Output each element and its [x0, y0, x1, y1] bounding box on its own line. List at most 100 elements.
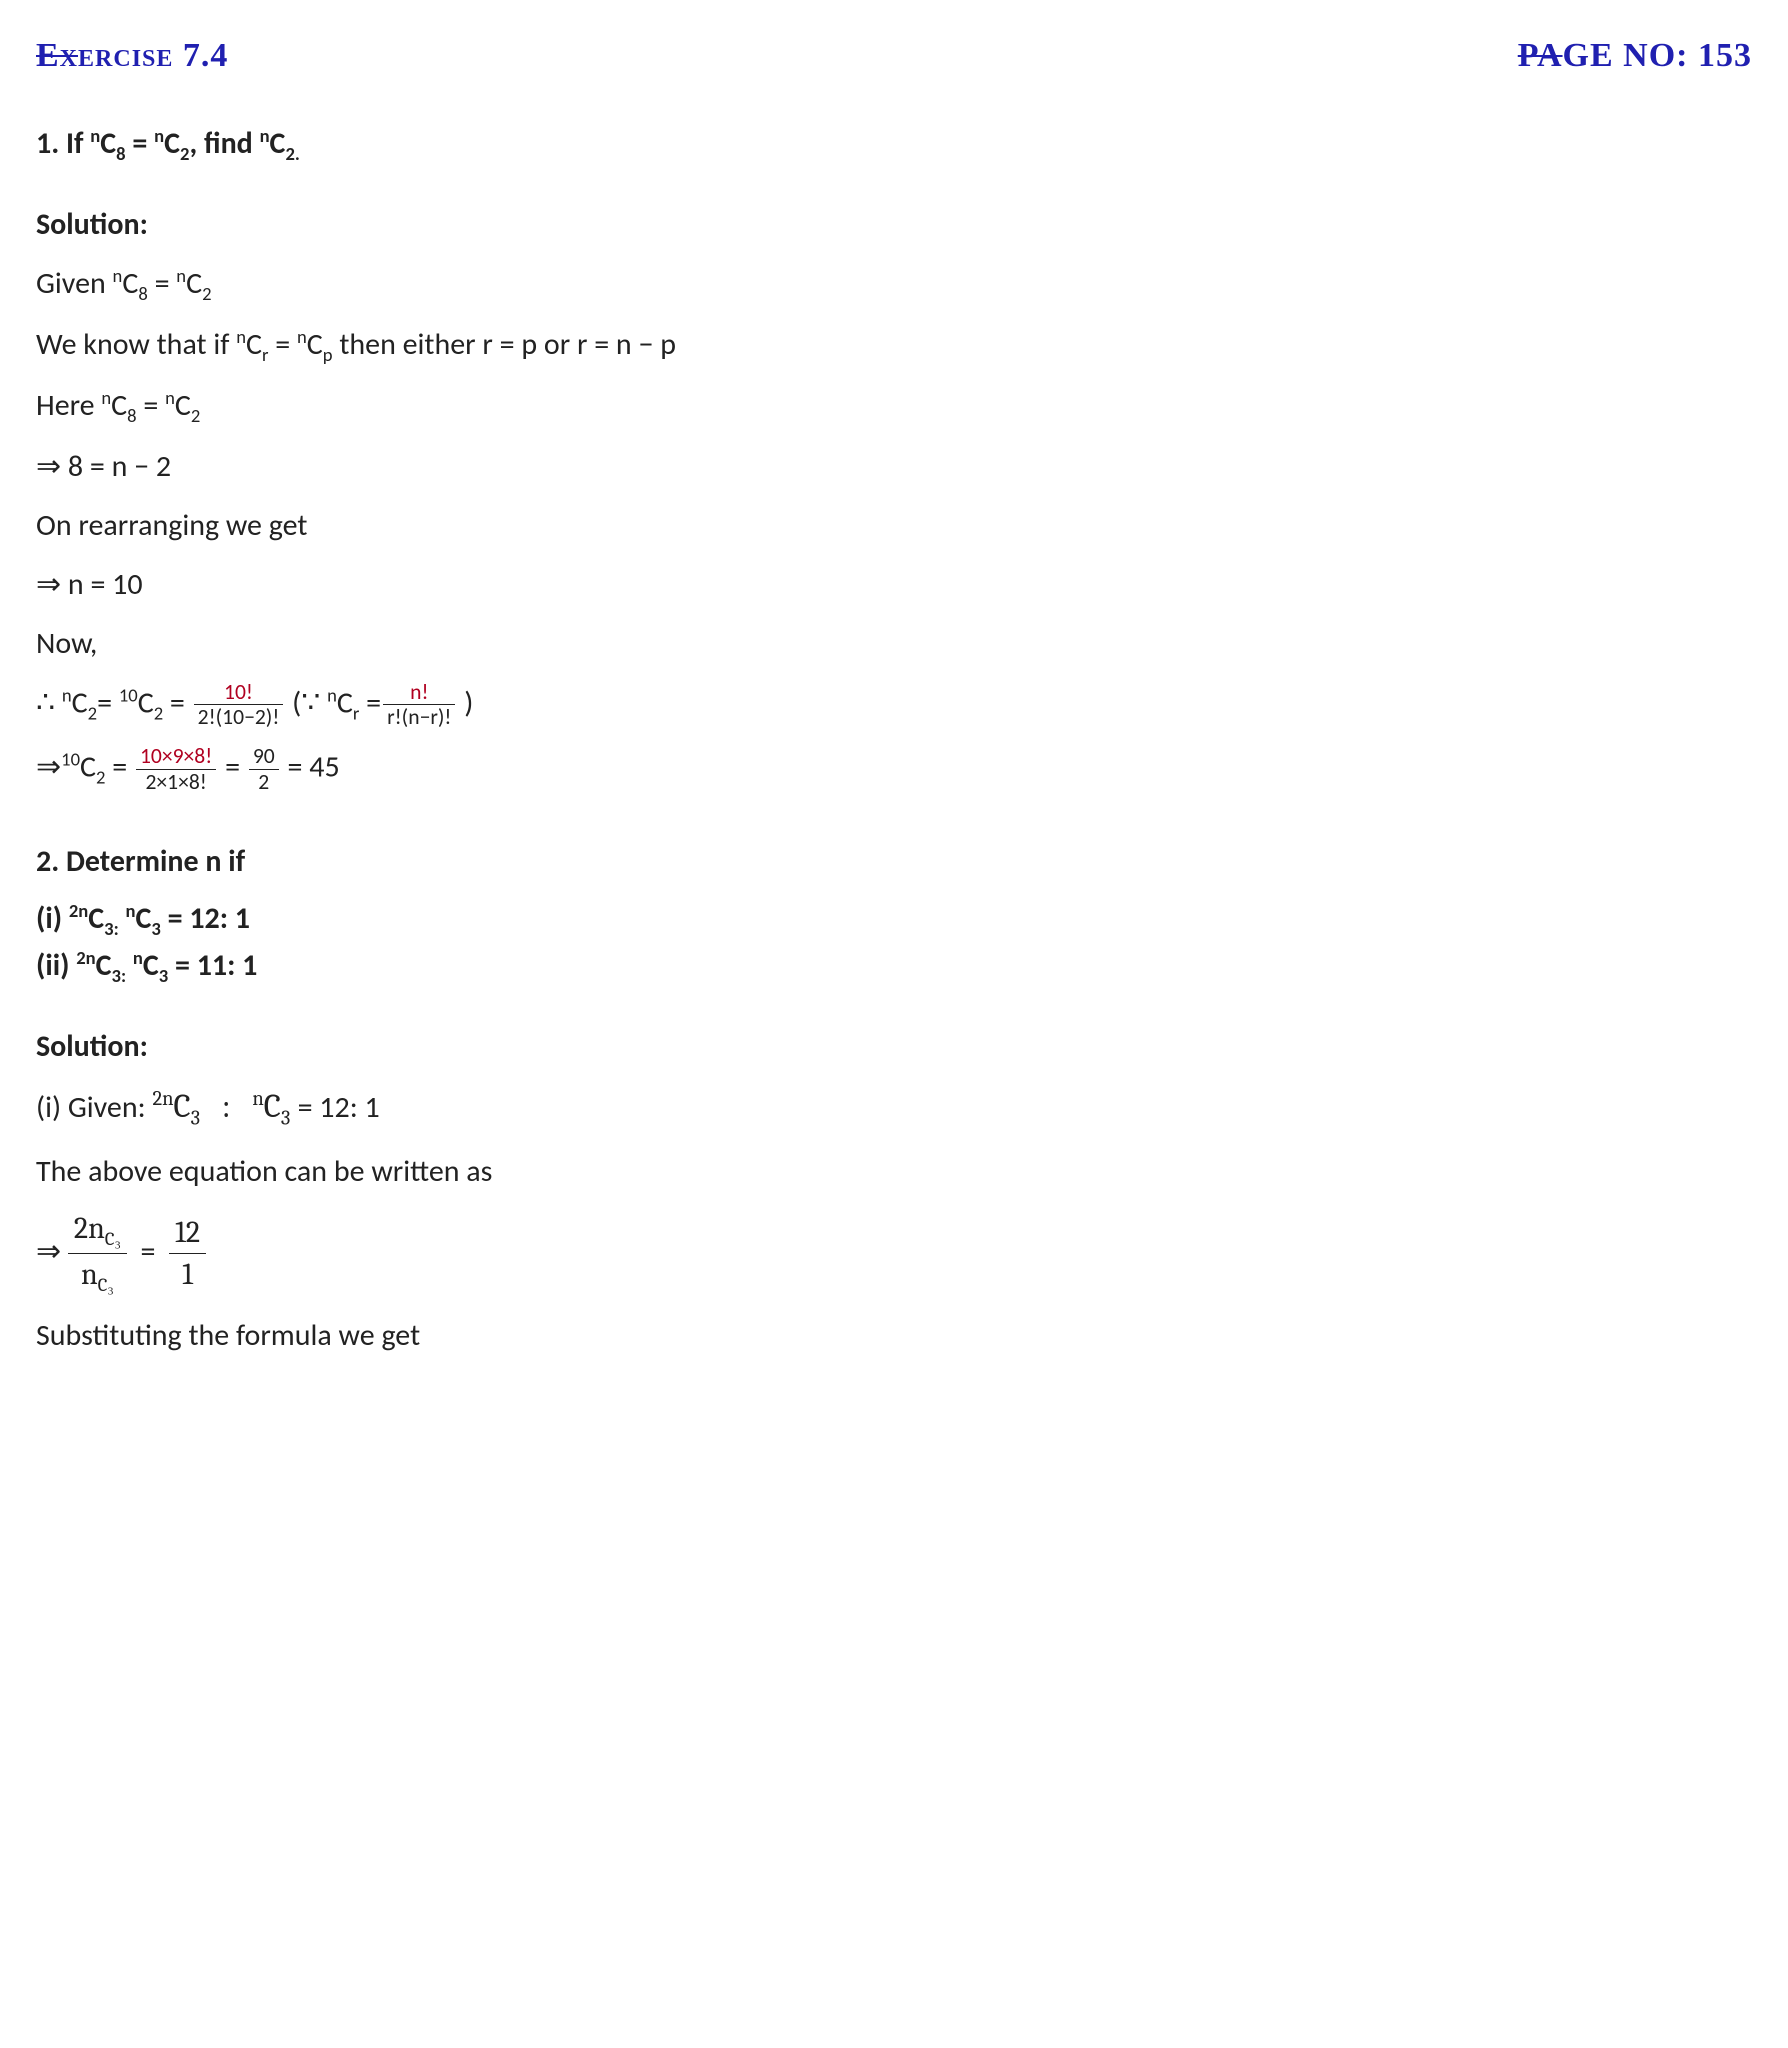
q1-line4: ⇒ 8 = n − 2	[36, 444, 1752, 489]
c: C	[80, 749, 96, 786]
exercise-title: Exercise 7.4	[36, 30, 228, 81]
eq: =	[143, 387, 165, 424]
sub: r	[353, 701, 359, 724]
denominator: 2	[249, 770, 279, 795]
sub-3: 3	[191, 1107, 200, 1130]
eq: =	[132, 125, 154, 162]
exercise-rest: ercise 7.4	[78, 37, 228, 74]
q1-calc-1: ∴ nC2= 10C2 = 10! 2!(10−2)! (∵ nCr = n! …	[36, 680, 1752, 731]
question-2-i: (i) 2nC3: nC3 = 12: 1	[36, 896, 1752, 943]
numerator: n!	[383, 680, 455, 706]
sub: p	[323, 343, 333, 366]
sup-2n: 2n	[152, 1088, 173, 1111]
c: C	[143, 947, 159, 984]
text: = 12: 1	[298, 1089, 380, 1126]
sub-3: 3	[159, 964, 168, 987]
exercise-prefix: Ex	[36, 37, 78, 74]
q1-suffix: , find	[189, 125, 259, 162]
q1-line5: On rearranging we get	[36, 503, 1752, 548]
sub: 2	[96, 766, 105, 789]
text: then either r = p or r = n − p	[333, 326, 676, 363]
arrow: ⇒	[36, 749, 61, 786]
question-2-ii: (ii) 2nC3: nC3 = 11: 1	[36, 943, 1752, 990]
sup-n: n	[126, 899, 136, 922]
expr: 2nC3 : nC3	[152, 1088, 297, 1126]
because: (∵	[292, 684, 327, 721]
sup-n: n	[327, 683, 337, 706]
sup-n: n	[133, 946, 143, 969]
sub: 8	[127, 404, 136, 427]
fraction-left: 2nC₃ nC₃	[68, 1208, 127, 1299]
sup-2n: 2n	[69, 899, 88, 922]
fraction: 10×9×8! 2×1×8!	[134, 744, 218, 795]
page-number: PAGE NO: 153	[1518, 30, 1752, 81]
eq: =	[225, 749, 247, 786]
eq: =	[155, 265, 177, 302]
c: C	[100, 125, 116, 162]
q1-calc-2: ⇒10C2 = 10×9×8! 2×1×8! = 90 2 = 45	[36, 744, 1752, 795]
text: 2n	[74, 1211, 105, 1246]
text: Here	[36, 387, 101, 424]
numerator: 10×9×8!	[136, 744, 216, 770]
sub-3: 3:	[104, 917, 119, 940]
solution-label-2: Solution:	[36, 1024, 1752, 1069]
ratio: = 12: 1	[161, 900, 250, 937]
question-1: 1. If nC8 = nC2, find nC2.	[36, 121, 1752, 168]
q2-given: (i) Given: 2nC3 : nC3 = 12: 1	[36, 1083, 1752, 1135]
page-prefix: PA	[1518, 37, 1563, 74]
sup-n: n	[176, 264, 186, 287]
text: (i) Given:	[36, 1089, 152, 1126]
sup-n: n	[252, 1088, 263, 1111]
c: C	[72, 684, 88, 721]
sub: C₃	[105, 1228, 121, 1250]
sup-n: n	[297, 325, 307, 348]
eq: =	[288, 749, 310, 786]
fraction: 90 2	[247, 744, 281, 795]
sub-3: 3	[281, 1107, 290, 1130]
denominator: r!(n−r)!	[383, 705, 455, 730]
numerator: 2nC₃	[68, 1208, 127, 1254]
denominator: 1	[169, 1254, 206, 1296]
q1-line7: Now,	[36, 621, 1752, 666]
c: C	[111, 387, 127, 424]
ratio: = 11: 1	[168, 947, 257, 984]
q2-fraction-eq: ⇒ 2nC₃ nC₃ = 12 1	[36, 1208, 1752, 1299]
c: C	[164, 125, 180, 162]
sup-10: 10	[119, 683, 138, 706]
q2-rewrite: The above equation can be written as	[36, 1149, 1752, 1194]
c: C	[138, 684, 154, 721]
sub: 2	[202, 282, 211, 305]
fraction-right: 12 1	[169, 1212, 206, 1296]
text: n	[81, 1257, 98, 1292]
numerator: 12	[169, 1212, 206, 1255]
therefore: ∴	[36, 684, 62, 721]
numerator: 10!	[194, 680, 284, 706]
sup-n: n	[101, 386, 111, 409]
sup-n: n	[236, 325, 246, 348]
eq: =	[170, 684, 192, 721]
sup-10: 10	[61, 748, 80, 771]
text: We know that if	[36, 326, 236, 363]
page-rest: GE NO: 153	[1563, 37, 1752, 74]
q1-line-given: Given nC8 = nC2	[36, 261, 1752, 308]
numerator: 90	[249, 744, 279, 770]
eq: =	[112, 749, 134, 786]
fraction: n! r!(n−r)!	[381, 680, 457, 731]
c: C	[270, 125, 286, 162]
c: C	[122, 265, 138, 302]
q1-line-here: Here nC8 = nC2	[36, 383, 1752, 430]
sup-n: n	[113, 264, 123, 287]
sub: 2	[88, 701, 97, 724]
page-header: Exercise 7.4 PAGE NO: 153	[36, 30, 1752, 81]
text: Given	[36, 265, 113, 302]
arrow: ⇒	[36, 1233, 68, 1270]
c: C	[175, 387, 191, 424]
sub: C₃	[98, 1274, 114, 1296]
question-2-title: 2. Determine n if	[36, 839, 1752, 884]
sub: 8	[138, 282, 147, 305]
sup-n: n	[165, 386, 175, 409]
q1-line-rule: We know that if nCr = nCp then either r …	[36, 322, 1752, 369]
sup-2n: 2n	[76, 946, 95, 969]
sub: r	[262, 343, 268, 366]
sup-n: n	[62, 683, 72, 706]
